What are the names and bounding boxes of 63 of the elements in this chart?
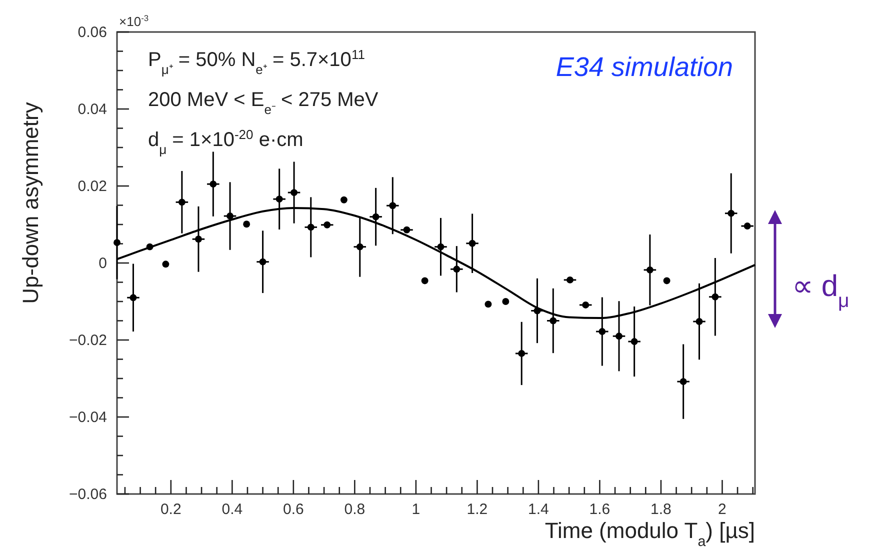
point [518,350,526,357]
point [356,243,364,250]
annotation: 200 MeV < E$_{e⁻}$ < 275 MeV [148,89,379,116]
y-axis-title: Up-down asymmetry [18,102,43,304]
point [550,317,557,324]
x-tick-label: 0.6 [282,501,304,518]
point [744,222,751,230]
annotation: d$_{μ}$ = 1×10$^{-20}$ e·cm [148,126,304,156]
x-tick-label: 0.2 [160,501,182,518]
point [226,212,234,220]
point [598,328,606,335]
x-tick-label: 2 [718,501,726,518]
point [130,294,137,302]
point [582,301,590,308]
point [372,213,380,220]
point [680,378,687,386]
point [468,240,476,247]
x-tick-label: 1.8 [650,501,672,518]
y-tick-label: 0 [98,255,107,272]
point [324,221,331,228]
y-tick-label: 0.02 [78,178,107,195]
point [259,258,266,266]
point [453,266,460,273]
y-tick-label: −0.04 [69,409,107,426]
y-tick-label: 0.06 [78,24,107,41]
point [502,298,510,305]
point [403,226,410,234]
x-axis-title: Time (modulo T$_{a}$) [µs] [544,518,755,550]
point [616,332,622,340]
y-tick-label: 0.04 [78,101,107,118]
point [340,196,348,204]
point [162,260,170,268]
point [210,180,217,188]
point [290,189,298,196]
point [646,266,654,274]
x-tick-label: 1.2 [466,501,488,518]
x-tick-label: 1.4 [528,501,549,518]
point [421,277,428,284]
text: ×10$^{-3}$ [119,13,149,29]
annotation: E34 simulation [556,52,733,82]
point [389,202,396,210]
point [663,277,670,284]
point [712,293,719,300]
y-tick-label: −0.02 [69,332,107,349]
point [276,196,283,203]
point [696,318,703,325]
point [307,224,314,231]
point [484,300,492,308]
x-tick-label: 1.6 [589,501,610,518]
y-tick-label: −0.06 [69,486,107,503]
annotation: P$_{μ⁺}$ = 50% N$_{e⁺}$ = 5.7×10$^{11}$ [148,46,365,76]
point [728,210,735,217]
point [437,243,444,250]
point [114,239,120,246]
x-tick-label: 0.8 [344,501,366,518]
text: ∝ d$_{μ}$ [792,270,850,312]
point [630,338,638,346]
point [194,236,202,243]
x-tick-label: 1 [412,501,420,518]
point [566,276,574,284]
point [178,198,186,206]
point [243,220,250,228]
x-tick-label: 0.4 [222,501,243,518]
